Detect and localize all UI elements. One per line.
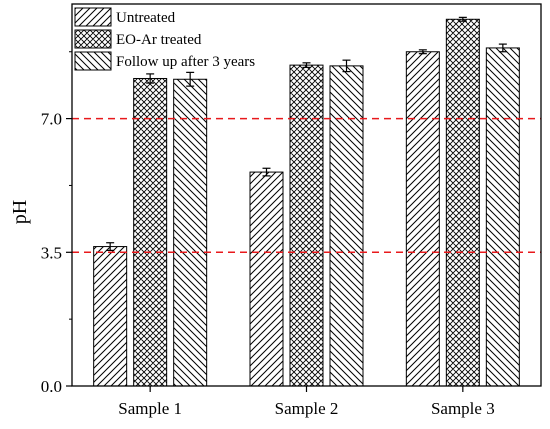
bar-1-3 bbox=[405, 51, 440, 387]
error-bars-layer bbox=[106, 16, 507, 251]
x-tick-label-1: Sample 1 bbox=[118, 399, 182, 418]
legend-swatch-1 bbox=[74, 7, 112, 27]
y-tick-label-1: 0.0 bbox=[41, 377, 62, 396]
bar-2-1 bbox=[133, 77, 168, 387]
bar-2-3 bbox=[445, 18, 480, 387]
y-tick-label-3: 7.0 bbox=[41, 110, 62, 129]
bar-2-2 bbox=[289, 64, 324, 387]
legend-swatch-3 bbox=[74, 51, 112, 71]
bar-1-1 bbox=[93, 246, 128, 387]
legend-label-2: EO-Ar treated bbox=[116, 32, 202, 48]
bar-1-2 bbox=[249, 171, 284, 387]
y-axis-title: pH bbox=[9, 200, 31, 224]
axes-layer: Sample 1 Sample 2 Sample 3 0.0 3.5 7.0 bbox=[41, 3, 542, 418]
x-tick-label-2: Sample 2 bbox=[275, 399, 339, 418]
legend-label-1: Untreated bbox=[116, 10, 176, 26]
bar-3-1 bbox=[173, 78, 208, 387]
bar-3-3 bbox=[485, 47, 520, 387]
plot-frame bbox=[71, 3, 542, 387]
bar-3-2 bbox=[329, 65, 364, 387]
x-tick-label-3: Sample 3 bbox=[431, 399, 495, 418]
legend-label-3: Follow up after 3 years bbox=[116, 54, 255, 70]
bars-layer bbox=[93, 18, 520, 387]
reference-lines-layer bbox=[72, 117, 541, 254]
y-tick-label-2: 3.5 bbox=[41, 243, 62, 262]
y-axis-title-group: pH bbox=[9, 200, 31, 224]
legend-swatch-2 bbox=[74, 29, 112, 49]
legend: Untreated EO-Ar treated Follow up after 3 … bbox=[74, 7, 255, 71]
